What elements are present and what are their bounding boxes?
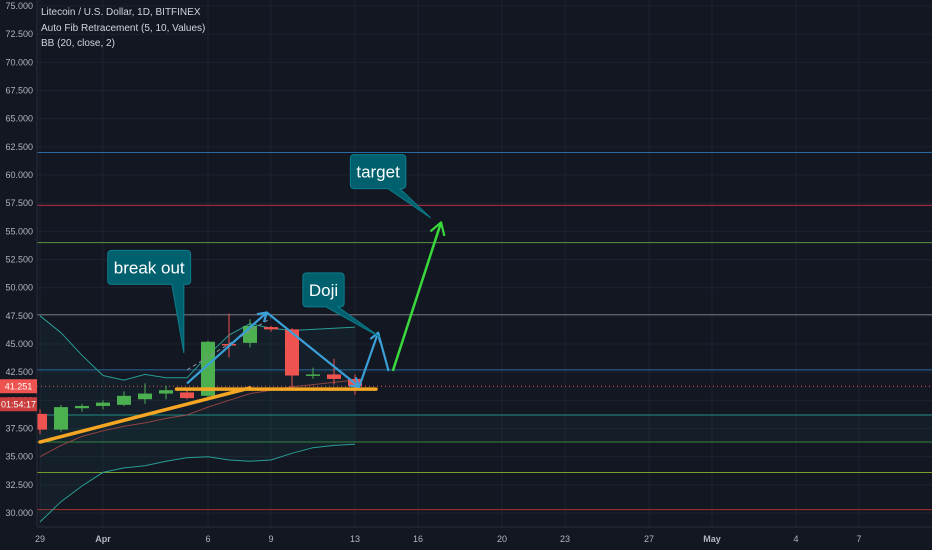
candle-body	[159, 390, 173, 394]
bb-indicator-label[interactable]: BB (20, close, 2)	[41, 38, 115, 49]
candle[interactable]	[117, 391, 131, 406]
x-tick-label: 13	[350, 534, 360, 544]
countdown-tag-text: 01:54:17	[1, 399, 36, 409]
ascending-support-line	[38, 386, 252, 444]
candle[interactable]	[306, 367, 320, 379]
callout-label: break out	[114, 258, 185, 277]
candle[interactable]	[327, 358, 341, 385]
x-tick-label: 29	[35, 534, 45, 544]
y-tick-label: 32.500	[5, 480, 33, 490]
countdown-tag-bg	[0, 397, 37, 412]
y-tick-label: 52.500	[5, 255, 33, 265]
x-tick-label: 27	[644, 534, 654, 544]
x-tick-label: 20	[497, 534, 507, 544]
candle[interactable]	[75, 403, 89, 412]
candle[interactable]	[54, 404, 68, 432]
y-tick-label: 60.000	[5, 170, 33, 180]
x-tick-label: 7	[856, 534, 861, 544]
target-arrow-line	[391, 221, 443, 372]
bollinger-bands	[39, 315, 356, 523]
path-arrowhead	[369, 331, 382, 343]
path-arrowhead	[349, 377, 361, 388]
candle[interactable]	[159, 385, 173, 400]
x-tick-label: 6	[205, 534, 210, 544]
y-tick-label: 30.000	[5, 508, 33, 518]
last-price-tag: 41.251	[0, 379, 37, 394]
path-arrowhead	[256, 311, 268, 323]
price-tags: 41.251 01:54:17	[0, 379, 37, 412]
price-axis[interactable]: 75.000 72.500 70.000 67.500 65.000 62.500 60.0…	[0, 0, 38, 550]
y-tick-label: 57.500	[5, 198, 33, 208]
y-tick-label: 35.000	[5, 452, 33, 462]
time-axis[interactable]: 29 Apr 6 9 13 16 20 23 27 May 4 7	[0, 526, 932, 550]
callout: Doji	[302, 272, 381, 338]
candle[interactable]	[285, 328, 299, 390]
candle-body	[54, 407, 68, 430]
callout-label: Doji	[309, 281, 338, 300]
x-tick-label: 4	[793, 534, 798, 544]
callout: break out	[107, 249, 192, 354]
callout: target	[349, 154, 431, 219]
bb-lower-line	[39, 443, 356, 523]
callout-bubble	[302, 272, 381, 338]
y-tick-label: 55.000	[5, 226, 33, 236]
x-tick-label: 9	[268, 534, 273, 544]
candle-body	[75, 405, 89, 409]
x-tick-label: Apr	[95, 534, 111, 544]
candle-body	[180, 392, 194, 399]
candle[interactable]	[96, 400, 110, 410]
bb-upper-line	[39, 315, 356, 381]
y-tick-label: 37.500	[5, 424, 33, 434]
grid-layer	[37, 0, 932, 527]
bb-basis-line	[39, 379, 356, 458]
y-tick-label: 72.500	[5, 29, 33, 39]
y-tick-label: 45.000	[5, 339, 33, 349]
y-tick-label: 47.500	[5, 311, 33, 321]
callout-bubble	[107, 249, 192, 354]
last-price-tag-bg	[0, 379, 37, 394]
candle[interactable]	[180, 390, 194, 400]
candle-body	[306, 374, 320, 376]
candle-body	[327, 374, 341, 379]
y-tick-label: 67.500	[5, 86, 33, 96]
bb-fill	[40, 315, 355, 522]
candle-body	[264, 327, 278, 330]
candle[interactable]	[264, 325, 278, 332]
callout-bubble	[349, 154, 431, 219]
dashed-trendline	[186, 317, 272, 371]
y-tick-label: 50.000	[5, 283, 33, 293]
y-tick-label: 65.000	[5, 114, 33, 124]
candle[interactable]	[138, 383, 152, 404]
x-tick-label: 23	[560, 534, 570, 544]
fib-indicator-label[interactable]: Auto Fib Retracement (5, 10, Values)	[41, 23, 206, 34]
candle-body	[117, 395, 131, 405]
time-axis-bg	[0, 527, 932, 550]
drawings: break out Doji target	[38, 154, 446, 444]
x-tick-label: May	[703, 534, 721, 544]
y-tick-label: 70.000	[5, 57, 33, 67]
fib-levels	[37, 151, 932, 511]
price-axis-bg	[0, 0, 37, 550]
symbol-title[interactable]: Litecoin / U.S. Dollar, 1D, BITFINEX	[41, 7, 201, 18]
candle-body	[285, 329, 299, 376]
fib-zone	[37, 414, 932, 443]
callout-label: target	[356, 163, 400, 182]
y-tick-label: 62.500	[5, 142, 33, 152]
target-arrowhead	[429, 221, 446, 237]
candle-body	[96, 402, 110, 406]
x-tick-label: 16	[413, 534, 423, 544]
last-price-tag-text: 41.251	[5, 381, 33, 391]
y-tick-label: 75.000	[5, 1, 33, 11]
y-tick-label: 42.500	[5, 367, 33, 377]
candle-body	[138, 393, 152, 400]
countdown-tag: 01:54:17	[0, 397, 37, 412]
